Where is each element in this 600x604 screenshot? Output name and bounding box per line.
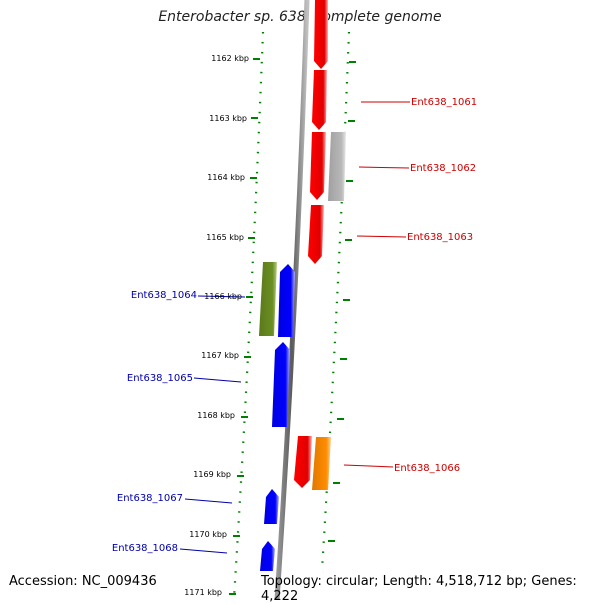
kbp-label: 1171 kbp [184,588,222,597]
gene-label-ent638-1061[interactable]: Ent638_1061 [411,97,477,108]
leader-line [193,377,242,383]
kbp-label: 1164 kbp [207,173,245,182]
kbp-label: 1166 kbp [204,292,242,301]
gene-arrow-forward [294,436,312,488]
gene-feature-green [259,262,277,336]
kbp-label: 1167 kbp [201,351,239,360]
leader-line [356,235,407,238]
gene-label-ent638-1065[interactable]: Ent638_1065 [127,373,193,384]
gene-feature-orange [312,437,331,490]
gene-label-ent638-1064[interactable]: Ent638_1064 [131,290,197,301]
leader-line [343,464,394,468]
gene-arrow-reverse [272,342,290,427]
gene-arrow-reverse [278,264,295,337]
gene-label-ent638-1066[interactable]: Ent638_1066 [394,463,460,474]
gene-arrow-reverse [264,489,279,524]
gene-arrow-forward [314,0,328,69]
left-guide-ticks [232,31,265,599]
kbp-label: 1163 kbp [209,114,247,123]
gene-label-ent638-1067[interactable]: Ent638_1067 [117,493,183,504]
leader-line [358,166,410,169]
gene-arrow-forward [310,132,326,200]
kbp-label: 1170 kbp [189,530,227,539]
accession-text: Accession: NC_009436 [9,574,157,589]
kbp-label: 1168 kbp [197,411,235,420]
kbp-label: 1165 kbp [206,233,244,242]
map-title: Enterobacter sp. 638, complete genome [158,9,442,25]
kbp-label: 1162 kbp [211,54,249,63]
kbp-label: 1169 kbp [193,470,231,479]
gene-label-ent638-1062[interactable]: Ent638_1062 [410,163,476,174]
scale-ticks [229,58,356,595]
gene-arrow-reverse [260,541,275,571]
gene-feature-grey [328,132,346,201]
gene-label-ent638-1063[interactable]: Ent638_1063 [407,232,473,243]
leader-line [179,548,228,554]
leader-line [184,498,233,504]
gene-label-ent638-1068[interactable]: Ent638_1068 [112,543,178,554]
gene-arrow-forward [312,70,327,130]
leader-line [197,295,246,298]
gene-arrow-forward [308,205,324,264]
genome-backbone [274,0,310,600]
